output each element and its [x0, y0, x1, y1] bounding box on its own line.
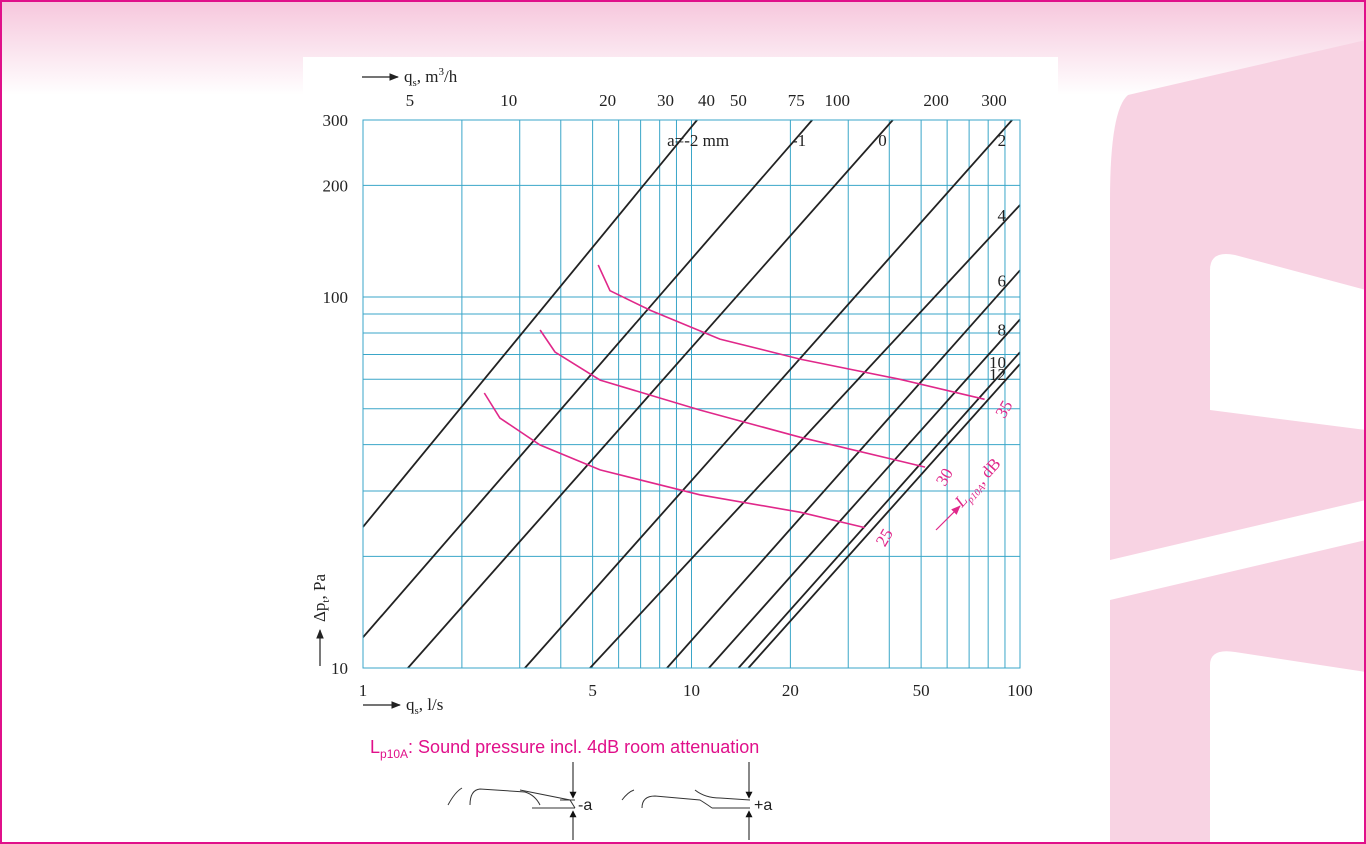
caption-subscript: p10A: [380, 747, 408, 761]
x2-tick-label: 75: [788, 91, 805, 110]
sound-curve: [539, 329, 926, 468]
line-label: 8: [998, 320, 1007, 339]
x-tick-label: 20: [782, 681, 799, 700]
pressure-line: [589, 204, 1021, 669]
x-tick-label: 1: [359, 681, 368, 700]
x2-tick-label: 200: [923, 91, 949, 110]
pressure-line: [362, 119, 813, 638]
x2-tick-label: 10: [500, 91, 517, 110]
x-tick-label: 50: [913, 681, 930, 700]
y-axis-symbol: Δp: [310, 603, 329, 622]
x2-axis-symbol: q: [404, 67, 413, 86]
x2-axis-title: qs, m3/h: [404, 66, 458, 89]
x-tick-label: 5: [588, 681, 597, 700]
y-axis-unit: , Pa: [310, 574, 329, 600]
x2-axis-unit-end: /h: [444, 67, 458, 86]
plot-frame: [362, 119, 1021, 669]
diagram-plus-label: +a: [754, 797, 772, 814]
y-tick-label: 100: [323, 288, 349, 307]
pressure-line: [524, 119, 1013, 669]
caption: Lp10A: Sound pressure incl. 4dB room att…: [370, 737, 759, 761]
x2-tick-label: 300: [981, 91, 1007, 110]
y-tick-label: 200: [323, 176, 349, 195]
x2-tick-label: 30: [657, 91, 674, 110]
x2-axis-superscript: 3: [439, 66, 445, 78]
x-axis-title: qs, l/s: [406, 695, 443, 717]
x2-axis-unit: , m: [417, 67, 439, 86]
x2-tick-label: 100: [825, 91, 851, 110]
x2-tick-label: 5: [406, 91, 415, 110]
x2-axis-subscript: s: [413, 77, 417, 89]
line-label: -1: [792, 131, 806, 150]
sound-curve: [597, 264, 985, 401]
x2-tick-label: 50: [730, 91, 747, 110]
y-tick-label: 10: [331, 659, 348, 678]
line-label: 12: [989, 365, 1006, 384]
x-axis-unit: , l/s: [419, 695, 444, 714]
caption-symbol: L: [370, 737, 380, 757]
x2-tick-label: 40: [698, 91, 715, 110]
line-label: a=-2 mm: [667, 131, 729, 150]
x-axis-subscript: s: [415, 705, 419, 717]
pressure-line: [407, 119, 894, 669]
x2-tick-label: 20: [599, 91, 616, 110]
pressure-line: [362, 119, 698, 528]
diagram-minus-label: -a: [578, 797, 592, 814]
decoration: [1110, 40, 1366, 844]
y-axis-subscript: t: [320, 600, 332, 603]
chart-panel: [303, 57, 1058, 844]
pressure-line: [666, 269, 1021, 669]
x-tick-label: 100: [1007, 681, 1033, 700]
sound-curve: [483, 392, 865, 529]
x-tick-label: 10: [683, 681, 700, 700]
line-label: 10: [989, 353, 1006, 372]
pressure-line: [708, 318, 1021, 669]
installation-diagram: [447, 762, 753, 840]
line-label: 2: [998, 131, 1007, 150]
line-label: 4: [998, 206, 1007, 225]
y-tick-label: 300: [323, 111, 349, 130]
caption-text: : Sound pressure incl. 4dB room attenuat…: [408, 737, 759, 757]
line-label: 0: [878, 131, 887, 150]
line-label: 6: [998, 271, 1007, 290]
x-axis-symbol: q: [406, 695, 415, 714]
pressure-line: [747, 363, 1021, 669]
pressure-line: [737, 351, 1021, 669]
sound-arrow: [935, 505, 961, 531]
y-axis-title: Δpt, Pa: [310, 574, 332, 622]
